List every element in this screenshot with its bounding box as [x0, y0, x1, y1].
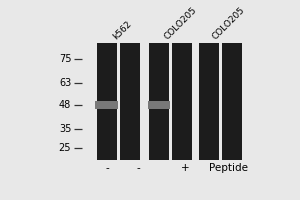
Text: +: + [181, 163, 190, 173]
Bar [149, 43, 169, 160]
Text: 35: 35 [59, 124, 71, 134]
Text: 48: 48 [59, 100, 71, 110]
Bar [120, 43, 140, 160]
Text: -: - [137, 163, 140, 173]
Bar [222, 43, 242, 160]
Text: 75: 75 [59, 54, 71, 64]
Text: k562: k562 [111, 20, 134, 42]
Text: 63: 63 [59, 78, 71, 88]
Text: 25: 25 [59, 143, 71, 153]
Bar [97, 43, 116, 160]
Text: COLO205: COLO205 [210, 6, 246, 42]
Bar [199, 43, 219, 160]
Text: -: - [105, 163, 109, 173]
Text: Peptide: Peptide [209, 163, 248, 173]
Bar [95, 101, 118, 109]
Bar [148, 101, 170, 109]
Bar [172, 43, 192, 160]
Text: COLO205: COLO205 [163, 6, 199, 42]
